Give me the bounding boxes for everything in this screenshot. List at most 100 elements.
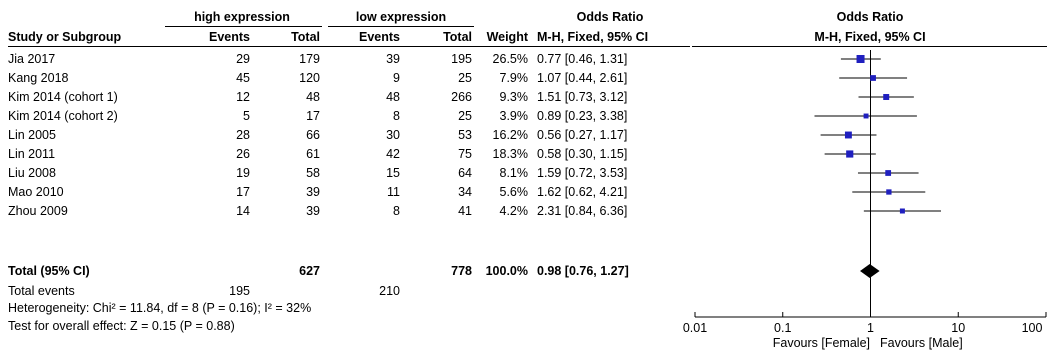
plot-header-rule (692, 46, 1047, 47)
x-tick-label: 1 (867, 321, 874, 335)
total1-value: 17 (306, 109, 320, 123)
study-name: Lin 2011 (8, 147, 56, 161)
study-marker (856, 55, 865, 63)
or-text: 0.77 [0.46, 1.31] (537, 52, 628, 66)
events2-value: 30 (386, 128, 400, 142)
events2-value: 15 (386, 166, 400, 180)
total1-value: 61 (306, 147, 320, 161)
x-tick-label: 10 (951, 321, 966, 335)
study-marker (844, 131, 852, 139)
study-marker (870, 75, 876, 81)
total2-value: 266 (451, 90, 472, 104)
study-marker (846, 150, 854, 158)
favours-left-label: Favours [Female] (772, 336, 870, 350)
total2-value: 778 (451, 264, 472, 278)
events1-value: 17 (236, 185, 250, 199)
or-text: 2.31 [0.84, 6.36] (537, 204, 628, 218)
total1-value: 48 (306, 90, 320, 104)
weight-column-header: Weight (486, 30, 528, 44)
events2-value: 42 (386, 147, 400, 161)
group2-underline (328, 26, 474, 27)
total1-value: 179 (299, 52, 320, 66)
total1-value: 66 (306, 128, 320, 142)
or-text: 0.58 [0.30, 1.15] (537, 147, 628, 161)
events2-value: 11 (387, 185, 400, 199)
events1-value: 19 (236, 166, 250, 180)
total-events-label: Total events (8, 284, 75, 298)
study-name: Jia 2017 (8, 52, 56, 66)
method-plot-header: M-H, Fixed, 95% CI (814, 30, 926, 44)
total1-value: 627 (299, 264, 320, 278)
study-column-header: Study or Subgroup (8, 30, 122, 44)
total1-value: 120 (299, 71, 320, 85)
total2-column-header: Total (443, 30, 472, 44)
weight-value: 16.2% (492, 128, 528, 142)
or-text: 0.89 [0.23, 3.38] (537, 109, 628, 123)
weight-value: 3.9% (499, 109, 529, 123)
events1-value: 5 (243, 109, 250, 123)
favours-right-label: Favours [Male] (880, 336, 963, 350)
total-weight: 100.0% (485, 264, 528, 278)
odds-ratio-plot-header: Odds Ratio (836, 10, 904, 24)
total2-value: 41 (458, 204, 472, 218)
method-column-header: M-H, Fixed, 95% CI (537, 30, 649, 44)
x-tick-label: 0.01 (682, 321, 708, 335)
table-header-rule (8, 46, 690, 47)
events2-value: 39 (386, 52, 400, 66)
total2-value: 53 (458, 128, 472, 142)
or-text: 0.56 [0.27, 1.17] (537, 128, 628, 142)
events1-value: 45 (236, 71, 250, 85)
total1-value: 39 (306, 204, 320, 218)
group2-header: low expression (355, 10, 447, 24)
events2-value: 48 (386, 90, 400, 104)
overall-effect-text: Test for overall effect: Z = 0.15 (P = 0… (8, 319, 235, 333)
or-text: 1.07 [0.44, 2.61] (537, 71, 628, 85)
x-tick-label: 100 (1021, 321, 1043, 335)
group1-underline (165, 26, 322, 27)
study-name: Kim 2014 (cohort 1) (8, 90, 118, 104)
weight-value: 4.2% (499, 204, 529, 218)
events1-value: 26 (236, 147, 250, 161)
events2-value: 8 (393, 109, 400, 123)
total1-value: 58 (306, 166, 320, 180)
study-marker (863, 113, 869, 119)
study-name: Kang 2018 (8, 71, 69, 85)
study-marker (883, 94, 890, 100)
study-name: Lin 2005 (8, 128, 56, 142)
events2-value: 8 (393, 204, 400, 218)
events1-value: 14 (236, 204, 250, 218)
weight-value: 7.9% (499, 71, 529, 85)
or-text: 1.59 [0.72, 3.53] (537, 166, 628, 180)
total2-value: 25 (458, 71, 472, 85)
weight-value: 5.6% (499, 185, 529, 199)
x-tick-label: 0.1 (774, 321, 792, 335)
weight-value: 18.3% (492, 147, 528, 161)
study-name: Mao 2010 (8, 185, 64, 199)
total2-value: 195 (451, 52, 472, 66)
group1-header: high expression (194, 10, 290, 24)
study-name: Liu 2008 (8, 166, 56, 180)
events1-column-header: Events (209, 30, 250, 44)
total1-column-header: Total (291, 30, 320, 44)
or-text: 1.51 [0.73, 3.12] (537, 90, 628, 104)
events2-column-header: Events (359, 30, 400, 44)
weight-value: 8.1% (499, 166, 529, 180)
study-marker (885, 170, 892, 176)
weight-value: 26.5% (492, 52, 528, 66)
pooled-diamond (860, 264, 880, 278)
total-events1: 195 (229, 284, 250, 298)
study-marker (886, 189, 892, 195)
total2-value: 64 (458, 166, 472, 180)
total2-value: 34 (458, 185, 472, 199)
total2-value: 75 (458, 147, 472, 161)
or-text: 1.62 [0.62, 4.21] (537, 185, 628, 199)
total1-value: 39 (306, 185, 320, 199)
heterogeneity-text: Heterogeneity: Chi² = 11.84, df = 8 (P =… (8, 301, 312, 315)
study-name: Zhou 2009 (8, 204, 68, 218)
events1-value: 29 (236, 52, 250, 66)
total2-value: 25 (458, 109, 472, 123)
total-events2: 210 (379, 284, 400, 298)
study-name: Kim 2014 (cohort 2) (8, 109, 118, 123)
odds-ratio-header: Odds Ratio (576, 10, 644, 24)
